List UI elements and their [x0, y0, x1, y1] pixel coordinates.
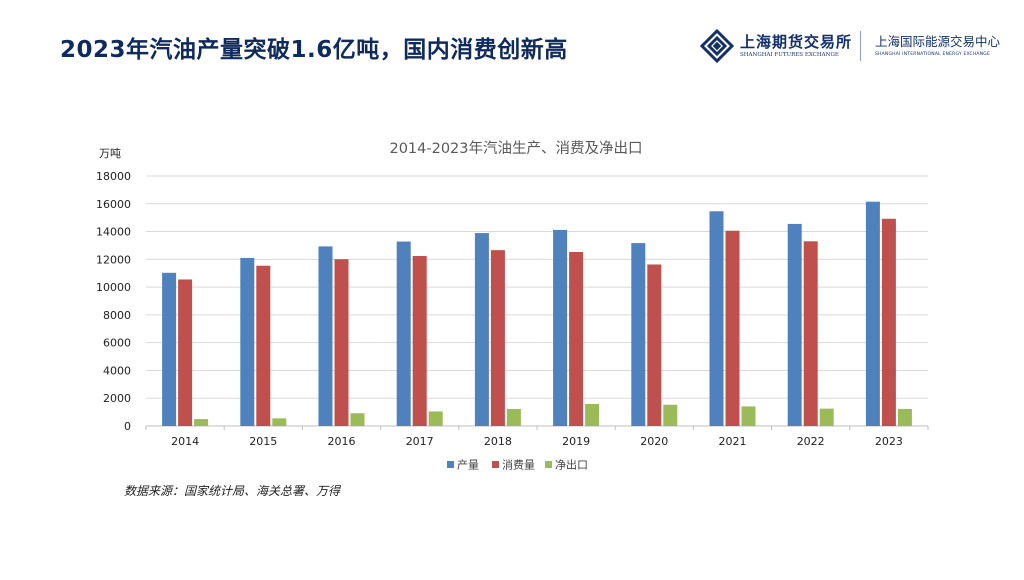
shfe-name-en: SHANGHAI FUTURES EXCHANGE	[739, 52, 839, 58]
bar-net-export-2016	[350, 413, 365, 426]
bar-consumption-2023	[881, 218, 896, 426]
shfe-name-cn: 上海期货交易所	[739, 33, 852, 51]
bar-net-export-2020	[663, 404, 678, 426]
x-tick-label: 2020	[640, 435, 668, 448]
y-tick-label: 8000	[103, 309, 131, 322]
x-tick-label: 2021	[719, 435, 747, 448]
bars-layer	[162, 201, 912, 426]
bar-production-2019	[553, 229, 568, 426]
legend-swatch	[492, 461, 499, 468]
chart-title: 2014-2023年汽油生产、消费及净出口	[389, 140, 642, 157]
bar-net-export-2014	[194, 419, 209, 426]
x-tick-label: 2022	[797, 435, 825, 448]
bar-consumption-2014	[178, 279, 193, 426]
bar-consumption-2016	[334, 259, 349, 426]
x-tick-label: 2018	[484, 435, 512, 448]
bar-net-export-2017	[428, 411, 443, 426]
bar-production-2017	[396, 241, 411, 426]
exchange-logo: 上海期货交易所 SHANGHAI FUTURES EXCHANGE 上海国际能源…	[699, 26, 1000, 66]
legend-label: 净出口	[555, 458, 588, 472]
ine-name-cn: 上海国际能源交易中心	[874, 34, 1000, 49]
bar-net-export-2019	[585, 403, 600, 426]
bar-net-export-2022	[819, 408, 834, 426]
x-tick-label: 2019	[562, 435, 590, 448]
shfe-logo-icon	[699, 29, 734, 63]
bar-production-2023	[865, 201, 880, 426]
ine-name-en: SHANGHAI INTERNATIONAL ENERGY EXCHANGE	[874, 52, 991, 57]
bar-net-export-2021	[741, 406, 756, 426]
bar-consumption-2019	[569, 251, 584, 426]
x-tick-label: 2015	[249, 435, 277, 448]
legend-label: 消费量	[502, 458, 535, 472]
bar-consumption-2021	[725, 230, 740, 426]
bar-consumption-2017	[412, 256, 427, 426]
bar-production-2014	[162, 272, 177, 426]
slide-title: 2023年汽油产量突破1.6亿吨，国内消费创新高	[60, 37, 568, 63]
y-tick-label: 0	[124, 420, 131, 433]
bar-consumption-2022	[803, 241, 818, 426]
y-tick-labels: 0 2000 4000 6000 8000 10000 12000 14000 16000 180…	[96, 170, 131, 433]
bar-production-2016	[318, 246, 333, 426]
bar-production-2015	[240, 257, 255, 426]
y-axis-label: 万吨	[99, 147, 121, 160]
y-tick-label: 2000	[103, 392, 131, 405]
x-tick-label: 2023	[875, 435, 903, 448]
y-tick-label: 4000	[103, 364, 131, 377]
y-tick-label: 18000	[96, 170, 131, 183]
bar-consumption-2020	[647, 264, 662, 426]
y-tick-label: 14000	[96, 226, 131, 239]
data-source-note: 数据来源：国家统计局、海关总署、万得	[124, 484, 341, 498]
bar-production-2021	[709, 211, 724, 426]
bar-production-2018	[474, 233, 489, 426]
x-tick-labels: 2014 2015 2016 2017 2018 2019 2020 2021 2022 2023	[145, 426, 929, 448]
bar-net-export-2023	[897, 408, 912, 426]
bar-consumption-2015	[256, 265, 271, 426]
y-tick-label: 6000	[103, 337, 131, 350]
bar-production-2022	[787, 223, 802, 426]
legend-swatch	[447, 461, 454, 468]
x-tick-label: 2016	[328, 435, 356, 448]
bar-net-export-2018	[506, 408, 521, 426]
bar-consumption-2018	[490, 250, 505, 426]
bar-production-2020	[631, 243, 646, 426]
x-tick-label: 2014	[171, 435, 199, 448]
bar-net-export-2015	[272, 418, 287, 426]
y-tick-label: 10000	[96, 281, 131, 294]
legend-label: 产量	[457, 458, 479, 472]
y-tick-label: 16000	[96, 198, 131, 211]
legend-swatch	[545, 461, 552, 468]
x-tick-label: 2017	[406, 435, 434, 448]
legend: 产量 消费量 净出口	[447, 458, 588, 472]
y-tick-label: 12000	[96, 253, 131, 266]
logo-divider	[859, 31, 861, 61]
